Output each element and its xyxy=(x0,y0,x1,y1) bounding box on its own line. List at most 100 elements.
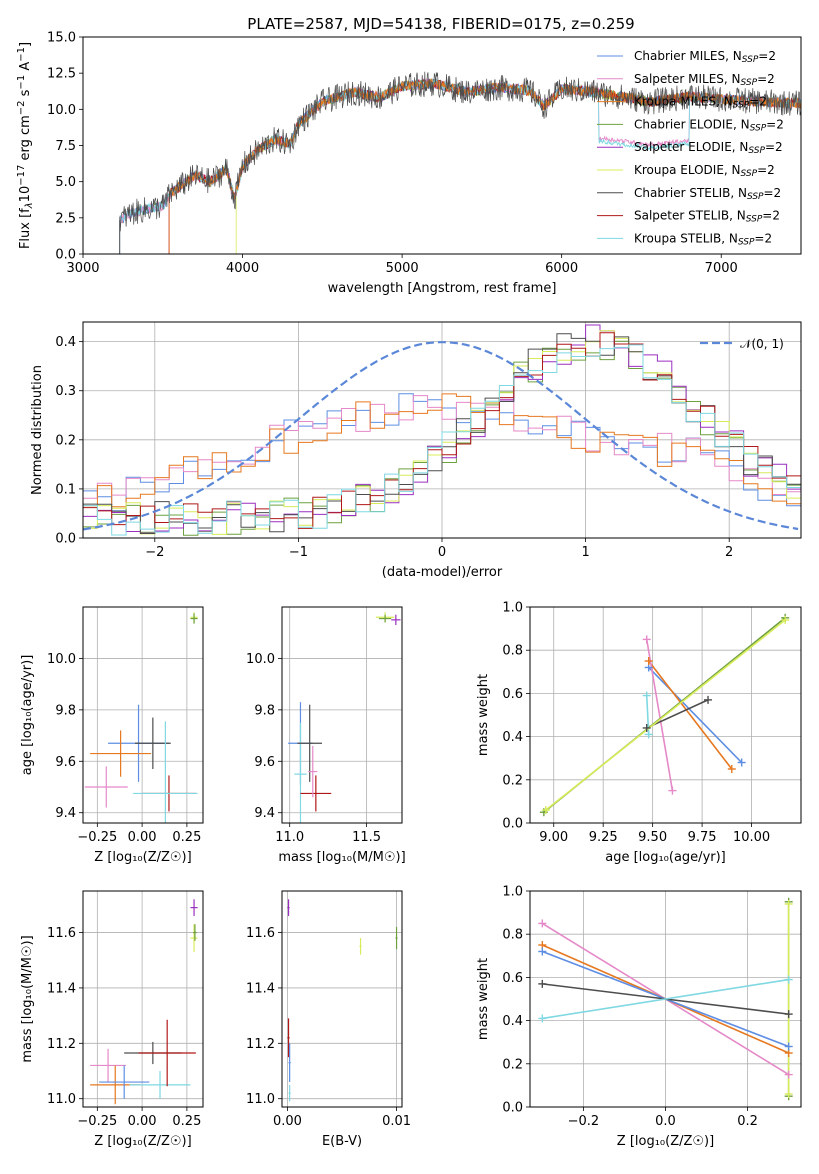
x-tick-label: 9.00 xyxy=(539,830,568,845)
y-tick-label: 9.4 xyxy=(254,806,275,821)
legend-eq: =2 xyxy=(764,186,782,200)
x-tick-label: 0.01 xyxy=(382,1114,411,1129)
weight-line xyxy=(648,666,743,764)
legend-label: Salpeter MILES, NSSP=2 xyxy=(634,72,775,88)
axes-frame xyxy=(281,606,403,824)
y-tick-label: 11.4 xyxy=(47,981,76,996)
legend-label: Salpeter ELODIE, NSSP=2 xyxy=(634,140,783,156)
y-tick-label: 9.8 xyxy=(254,703,275,718)
y-tick-label: 11.2 xyxy=(246,1037,275,1052)
x-tick-label: 0.00 xyxy=(128,1114,157,1129)
y-tick-label: 0.6 xyxy=(502,971,523,986)
y-tick-label: 1.0 xyxy=(502,885,523,900)
weight-line xyxy=(645,639,674,791)
legend-name: Salpeter ELODIE, N xyxy=(634,140,748,154)
x-axis-label: mass [log₁₀(M/M☉)] xyxy=(278,850,405,865)
plot-area-massweight_vs_Z xyxy=(530,891,801,1107)
y-tick-label: 11.6 xyxy=(47,926,76,941)
y-tick-label: 0.2 xyxy=(502,1057,523,1072)
x-tick-label: 9.25 xyxy=(589,830,618,845)
y-tick-label: 0.4 xyxy=(502,730,523,745)
legend-label: Kroupa MILES, NSSP=2 xyxy=(634,95,767,111)
x-tick-label: 5000 xyxy=(386,261,419,276)
legend-eq: =2 xyxy=(758,49,776,63)
y-label-part: A xyxy=(18,62,33,75)
legend-label: Chabrier STELIB, NSSP=2 xyxy=(634,186,781,202)
legend-sub: SSP xyxy=(742,55,759,65)
legend-name: Chabrier ELODIE, N xyxy=(634,117,750,131)
y-tick-label: 11.4 xyxy=(246,981,275,996)
x-tick-label: 0.00 xyxy=(273,1114,302,1129)
legend-sub: SSP xyxy=(733,101,750,111)
gaussian-curve xyxy=(83,341,799,531)
legend-eq: =2 xyxy=(765,140,783,154)
x-tick-label: 10.00 xyxy=(733,830,770,845)
legend-eq: =2 xyxy=(766,117,784,131)
y-label-part: erg cm xyxy=(18,115,33,164)
y-tick-label: 9.8 xyxy=(55,703,76,718)
y-tick-label: 0.4 xyxy=(502,1014,523,1029)
y-tick-label: 1.0 xyxy=(502,601,523,616)
x-tick-label: −1 xyxy=(289,545,308,560)
plot-area-mass_vs_Z xyxy=(83,891,203,1107)
axes-frame xyxy=(529,606,802,824)
axes-frame xyxy=(82,606,204,824)
legend-name: Chabrier MILES, N xyxy=(634,49,742,63)
x-tick-label: 6000 xyxy=(545,261,578,276)
legend-name: Salpeter MILES, N xyxy=(634,72,741,86)
y-tick-label: 0.2 xyxy=(55,433,76,448)
weight-line xyxy=(542,978,789,1020)
y-tick-label: 0.0 xyxy=(55,248,76,263)
legend-sub: SSP xyxy=(741,78,758,88)
y-label-part: 10 xyxy=(18,186,33,203)
panel-residuals: −2 −1 0 1 2 0.0 0.1 0.2 0.3 0.4 (data-model)/error… xyxy=(30,321,802,580)
y-label-part: −2 xyxy=(16,100,27,115)
y-tick-label: 10.0 xyxy=(47,652,76,667)
y-tick-label: 10.0 xyxy=(246,652,275,667)
x-tick-label: 9.50 xyxy=(638,830,667,845)
y-tick-label: 9.6 xyxy=(55,755,76,770)
x-axis-label: Z [log₁₀(Z/Z☉)] xyxy=(94,850,191,865)
y-axis-label: Flux [fλ10−17 erg cm−2 s−1 A−1] xyxy=(16,42,35,249)
y-tick-label: 0.3 xyxy=(55,384,76,399)
y-label-part: ] xyxy=(18,42,33,47)
plot-area-massweight_vs_age xyxy=(530,607,801,823)
histogram-series xyxy=(83,395,801,499)
x-tick-label: −0.25 xyxy=(77,1114,117,1129)
y-axis-label: mass weight xyxy=(476,958,491,1040)
panel-age_vs_Z: −0.25 0.00 0.25 9.4 9.6 9.8 10.0 Z [log₁₀(Z/Z☉)… xyxy=(20,606,204,865)
x-axis-label: wavelength [Angstrom, rest frame] xyxy=(328,281,557,296)
legend-label: Chabrier ELODIE, NSSP=2 xyxy=(634,117,784,133)
y-tick-label: 0.6 xyxy=(502,687,523,702)
spectrum-line xyxy=(168,78,801,201)
panel-massweight_vs_Z: −0.2 0.0 0.2 0.0 0.2 0.4 0.6 0.8 1.0 Z [log₁₀(Z/Z… xyxy=(476,885,802,1149)
legend-eq: =2 xyxy=(757,163,775,177)
legend-eq: =2 xyxy=(749,95,767,109)
x-tick-label: −2 xyxy=(145,545,164,560)
plot-area-age_vs_Z xyxy=(83,607,203,823)
y-tick-label: 11.6 xyxy=(246,926,275,941)
x-tick-label: 11.0 xyxy=(275,830,304,845)
y-tick-label: 9.6 xyxy=(254,755,275,770)
axes-frame xyxy=(529,890,802,1108)
y-axis-label: Normed distribution xyxy=(30,365,45,495)
x-tick-label: 9.75 xyxy=(688,830,717,845)
y-tick-label: 5.0 xyxy=(55,175,76,190)
plot-area-spectrum xyxy=(119,71,801,254)
plot-area-residuals xyxy=(83,322,801,538)
legend-sub: SSP xyxy=(738,238,755,248)
legend-label: 𝒩(0, 1) xyxy=(740,337,784,351)
axes-frame xyxy=(82,321,802,539)
y-tick-label: 0.4 xyxy=(55,335,76,350)
x-tick-label: 0.25 xyxy=(172,1114,201,1129)
y-axis-label: mass weight xyxy=(476,674,491,756)
x-axis-label: age [log₁₀(age/yr)] xyxy=(605,850,726,865)
legend-sub: SSP xyxy=(750,124,767,134)
legend-name: Chabrier STELIB, N xyxy=(634,186,747,200)
y-tick-label: 12.5 xyxy=(47,67,76,82)
y-tick-label: 2.5 xyxy=(55,211,76,226)
y-label-part: s xyxy=(18,89,33,100)
axes-frame xyxy=(82,890,204,1108)
